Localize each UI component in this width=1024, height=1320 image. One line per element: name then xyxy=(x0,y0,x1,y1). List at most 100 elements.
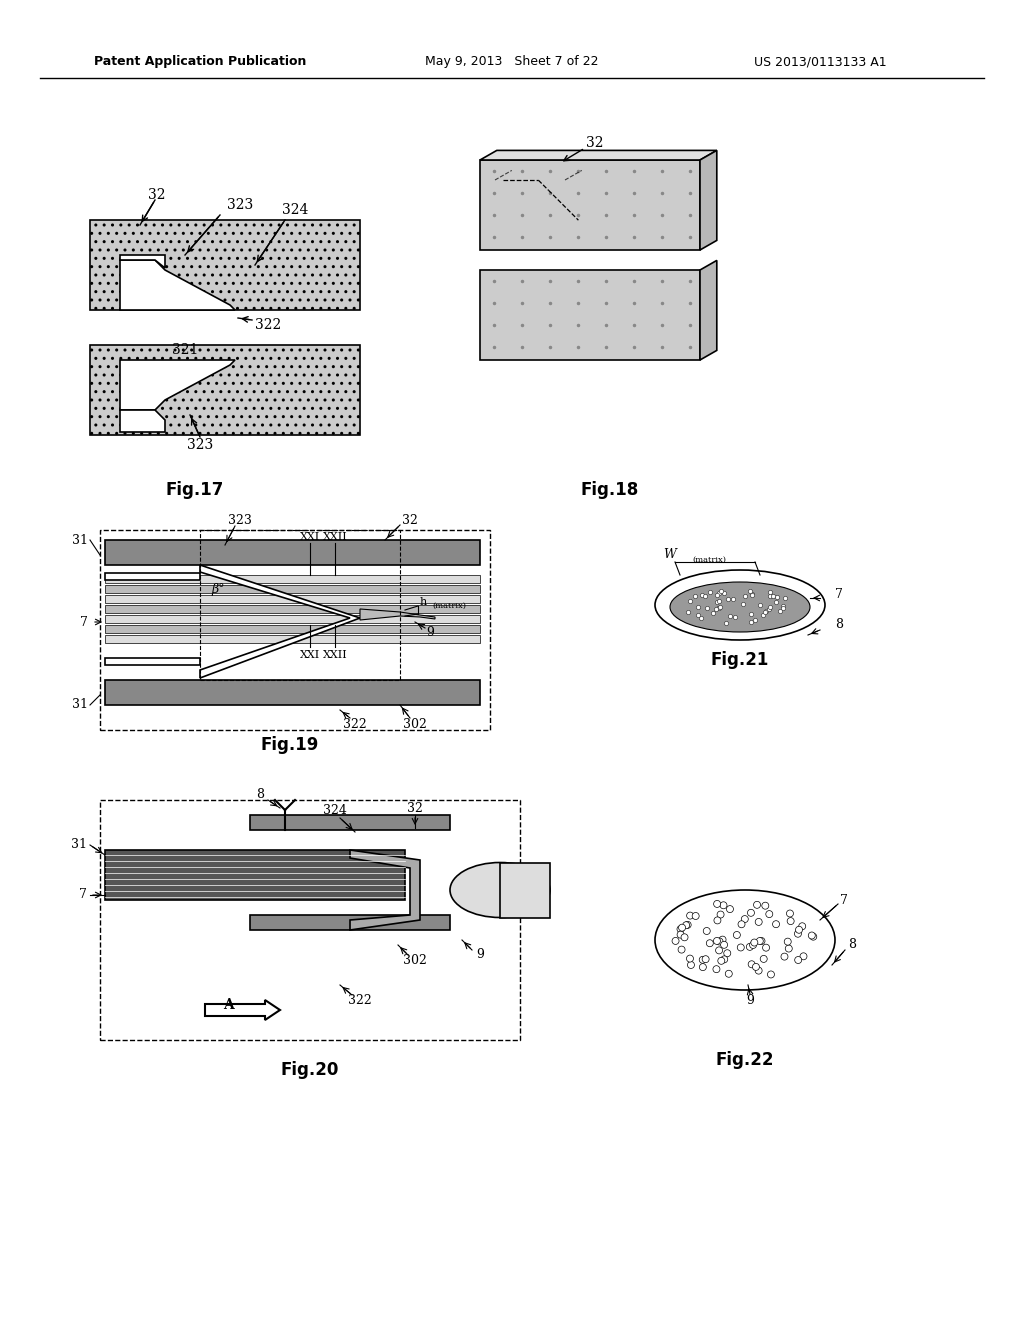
Circle shape xyxy=(738,921,745,928)
Circle shape xyxy=(679,924,685,931)
Bar xyxy=(105,850,406,900)
Text: 7: 7 xyxy=(835,589,843,602)
Circle shape xyxy=(808,932,815,939)
Circle shape xyxy=(758,937,765,945)
Bar xyxy=(250,915,450,931)
Circle shape xyxy=(719,936,726,942)
Text: Fig.19: Fig.19 xyxy=(261,737,319,754)
Text: 302: 302 xyxy=(403,953,427,966)
Text: Fig.17: Fig.17 xyxy=(166,480,224,499)
Text: (matrix): (matrix) xyxy=(692,556,726,564)
Circle shape xyxy=(767,972,774,978)
Circle shape xyxy=(786,909,794,917)
Text: XXII: XXII xyxy=(323,532,347,543)
Text: Fig.18: Fig.18 xyxy=(581,480,639,499)
Polygon shape xyxy=(105,573,200,579)
Bar xyxy=(250,814,450,830)
Circle shape xyxy=(687,961,694,969)
Polygon shape xyxy=(120,255,165,268)
Text: 9: 9 xyxy=(476,949,484,961)
Circle shape xyxy=(703,928,711,935)
Text: 7: 7 xyxy=(79,888,87,902)
Text: (matrix): (matrix) xyxy=(432,602,466,610)
Text: XXI: XXI xyxy=(300,649,321,660)
Circle shape xyxy=(757,937,763,945)
Text: May 9, 2013   Sheet 7 of 22: May 9, 2013 Sheet 7 of 22 xyxy=(425,55,599,69)
Circle shape xyxy=(672,937,679,944)
Text: 322: 322 xyxy=(348,994,372,1006)
Circle shape xyxy=(737,944,744,950)
Circle shape xyxy=(810,933,817,940)
Circle shape xyxy=(800,953,807,960)
Circle shape xyxy=(781,953,788,960)
Polygon shape xyxy=(120,260,234,310)
Text: h: h xyxy=(420,597,427,607)
Circle shape xyxy=(716,939,723,945)
Circle shape xyxy=(713,966,720,973)
Polygon shape xyxy=(480,271,700,360)
Circle shape xyxy=(702,956,710,962)
Bar xyxy=(100,531,490,730)
Circle shape xyxy=(762,902,769,909)
Circle shape xyxy=(755,968,762,974)
Circle shape xyxy=(785,945,793,952)
Text: 321: 321 xyxy=(172,343,199,356)
Text: 32: 32 xyxy=(587,136,604,150)
Text: 32: 32 xyxy=(408,801,423,814)
Bar xyxy=(500,863,550,917)
Circle shape xyxy=(677,931,684,939)
Circle shape xyxy=(716,946,723,954)
Circle shape xyxy=(707,940,714,946)
Circle shape xyxy=(677,925,684,933)
Text: US 2013/0113133 A1: US 2013/0113133 A1 xyxy=(754,55,887,69)
Bar xyxy=(200,531,400,680)
Circle shape xyxy=(678,946,685,953)
Circle shape xyxy=(753,964,760,970)
Text: Patent Application Publication: Patent Application Publication xyxy=(94,55,306,69)
Bar xyxy=(105,595,480,603)
Circle shape xyxy=(714,900,721,907)
Text: β°: β° xyxy=(211,583,224,597)
Polygon shape xyxy=(120,360,234,411)
Circle shape xyxy=(692,912,699,920)
Circle shape xyxy=(784,939,792,945)
Circle shape xyxy=(754,902,761,908)
Circle shape xyxy=(717,911,724,917)
Circle shape xyxy=(795,957,802,964)
Circle shape xyxy=(699,956,707,964)
Circle shape xyxy=(763,944,770,952)
Bar xyxy=(105,624,480,634)
Polygon shape xyxy=(700,150,717,249)
Text: W: W xyxy=(664,549,677,561)
Polygon shape xyxy=(105,540,480,565)
FancyBboxPatch shape xyxy=(90,220,360,310)
Circle shape xyxy=(686,956,693,962)
Circle shape xyxy=(760,956,767,962)
Bar xyxy=(105,605,480,612)
Bar xyxy=(105,585,480,593)
Ellipse shape xyxy=(450,862,550,917)
Polygon shape xyxy=(200,565,360,678)
Text: 7: 7 xyxy=(80,615,88,628)
Circle shape xyxy=(755,919,762,925)
Circle shape xyxy=(751,939,758,946)
Text: 31: 31 xyxy=(72,533,88,546)
Text: 322: 322 xyxy=(255,318,282,333)
Text: 8: 8 xyxy=(256,788,264,801)
Circle shape xyxy=(699,964,707,970)
Text: 9: 9 xyxy=(746,994,754,1006)
Circle shape xyxy=(733,932,740,939)
Circle shape xyxy=(721,941,728,948)
Circle shape xyxy=(683,921,689,929)
Circle shape xyxy=(746,944,754,950)
Text: 31: 31 xyxy=(72,698,88,711)
Polygon shape xyxy=(105,657,200,665)
Circle shape xyxy=(795,931,802,937)
Text: Fig.22: Fig.22 xyxy=(716,1051,774,1069)
Polygon shape xyxy=(120,411,165,432)
Circle shape xyxy=(714,937,721,944)
Text: 32: 32 xyxy=(148,187,166,202)
Text: Fig.20: Fig.20 xyxy=(281,1061,339,1078)
Text: 323: 323 xyxy=(227,198,253,213)
Text: 323: 323 xyxy=(186,438,213,451)
